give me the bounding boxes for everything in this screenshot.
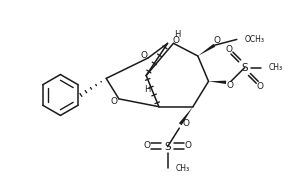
Polygon shape bbox=[179, 107, 193, 125]
Polygon shape bbox=[208, 81, 226, 84]
Text: O: O bbox=[185, 141, 192, 150]
Text: S: S bbox=[164, 142, 171, 152]
Text: O: O bbox=[173, 36, 180, 45]
Text: CH₃: CH₃ bbox=[176, 164, 189, 173]
Text: O: O bbox=[110, 97, 118, 106]
Text: O: O bbox=[257, 82, 264, 91]
Text: O: O bbox=[225, 45, 233, 54]
Text: H: H bbox=[144, 85, 150, 94]
Text: S: S bbox=[241, 63, 248, 73]
Text: O: O bbox=[141, 51, 148, 60]
Polygon shape bbox=[198, 44, 215, 56]
Text: O: O bbox=[226, 81, 233, 90]
Text: H: H bbox=[174, 30, 181, 39]
Text: CH₃: CH₃ bbox=[269, 63, 283, 72]
Text: O: O bbox=[183, 119, 190, 128]
Text: O: O bbox=[214, 36, 221, 45]
Text: O: O bbox=[144, 141, 151, 150]
Text: OCH₃: OCH₃ bbox=[245, 35, 265, 44]
